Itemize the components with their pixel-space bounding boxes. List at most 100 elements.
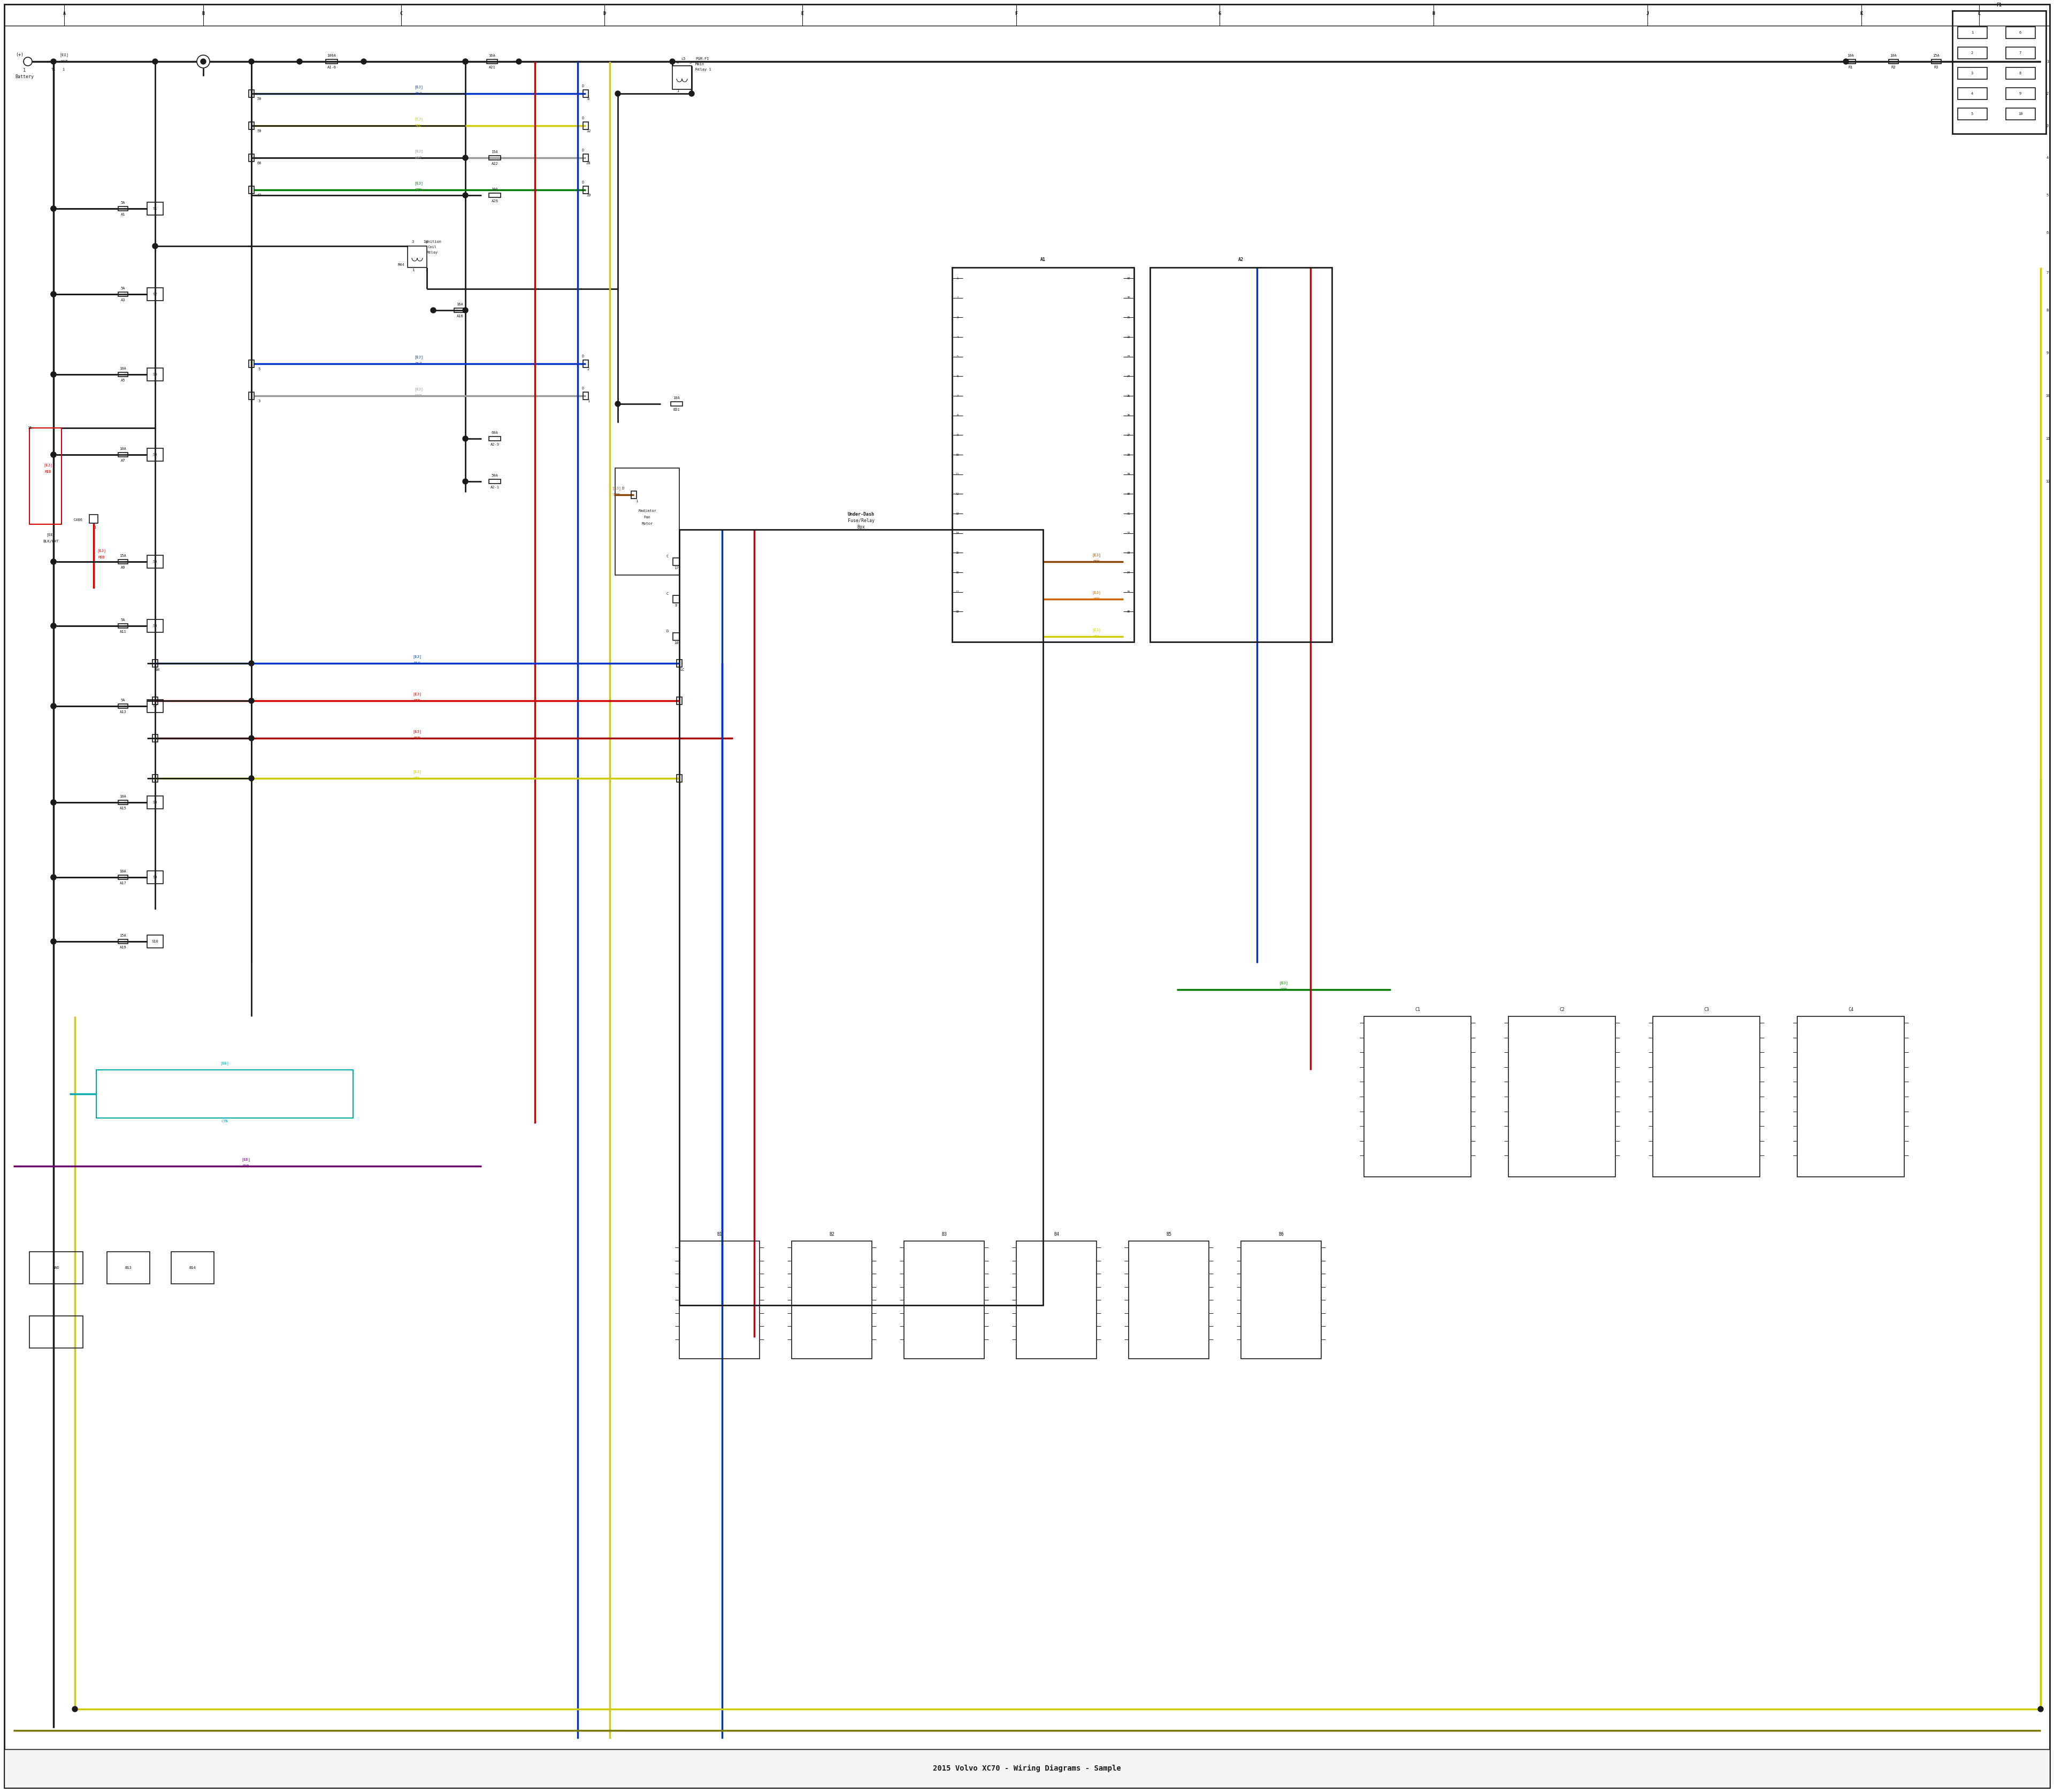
Text: Coil: Coil [427, 246, 438, 249]
Bar [676, 774, 682, 781]
Bar [148, 699, 162, 713]
Text: A2-3: A2-3 [491, 443, 499, 446]
Text: D: D [622, 487, 624, 489]
Text: A7: A7 [121, 459, 125, 462]
Text: 10: 10 [955, 453, 959, 455]
Bar [249, 360, 255, 367]
Bar [148, 935, 162, 948]
Text: C3: C3 [1703, 1007, 1709, 1012]
Text: (+): (+) [16, 52, 25, 57]
Text: YEL: YEL [1093, 634, 1101, 638]
Text: S9: S9 [152, 876, 158, 878]
Text: B31: B31 [674, 409, 680, 412]
Text: 13: 13 [955, 513, 959, 514]
Bar [1241, 1242, 1321, 1358]
Text: M44: M44 [398, 263, 405, 267]
Bar [953, 267, 1134, 642]
Text: GRN: GRN [1280, 987, 1288, 991]
Bar [2007, 47, 2036, 59]
Text: BLU: BLU [415, 362, 421, 366]
Bar [148, 796, 162, 808]
Circle shape [201, 59, 205, 65]
Text: L: L [1978, 11, 1980, 16]
Circle shape [249, 59, 255, 65]
Text: WHT: WHT [415, 156, 421, 159]
Text: A29: A29 [491, 199, 499, 202]
Text: PUR: PUR [242, 1165, 249, 1168]
Text: 3: 3 [690, 61, 692, 65]
Text: [EE]: [EE] [47, 534, 55, 538]
Circle shape [201, 59, 205, 65]
Circle shape [431, 308, 435, 314]
Text: C4: C4 [1849, 1007, 1853, 1012]
Bar [148, 556, 162, 568]
Text: WHT: WHT [62, 59, 68, 63]
Text: 7: 7 [2019, 52, 2021, 54]
Text: K: K [1861, 11, 1863, 16]
Text: 15A: 15A [1933, 54, 1939, 57]
Text: 19: 19 [585, 194, 592, 197]
Bar [119, 373, 127, 376]
Text: PGM-FI: PGM-FI [696, 57, 709, 61]
Text: 7: 7 [2046, 271, 2048, 274]
Text: [EJ]: [EJ] [43, 464, 53, 468]
Circle shape [51, 799, 55, 805]
Text: [EJ]: [EJ] [612, 487, 620, 491]
Bar [249, 392, 255, 400]
Text: 10A: 10A [1890, 54, 1898, 57]
Text: A1-6: A1-6 [327, 66, 337, 70]
Bar [152, 774, 158, 781]
Circle shape [51, 624, 55, 629]
Text: 10: 10 [2046, 394, 2050, 398]
Text: A21: A21 [489, 66, 495, 70]
Text: A15: A15 [119, 806, 127, 810]
Text: Box: Box [857, 525, 865, 530]
Text: 2: 2 [1972, 52, 1974, 54]
Text: 50A: 50A [491, 473, 499, 477]
Text: [EJ]: [EJ] [1093, 554, 1101, 557]
Circle shape [51, 206, 55, 211]
Text: A3: A3 [121, 299, 125, 301]
Text: 5: 5 [1972, 113, 1974, 115]
Text: 4: 4 [1972, 91, 1974, 95]
Bar [1957, 108, 1986, 120]
Text: 8: 8 [2046, 308, 2048, 312]
Bar [674, 557, 680, 566]
Bar [614, 468, 680, 575]
Text: C406: C406 [74, 518, 82, 521]
Text: 10: 10 [674, 642, 678, 645]
Text: L5: L5 [682, 57, 686, 61]
Bar [489, 478, 501, 484]
Text: 10A: 10A [1847, 54, 1855, 57]
Bar [1017, 1242, 1097, 1358]
Text: 1: 1 [62, 68, 64, 72]
Text: 14: 14 [955, 532, 959, 534]
Circle shape [462, 59, 468, 65]
Text: D: D [581, 84, 583, 88]
Text: 10A: 10A [119, 796, 127, 797]
Text: [EJ]: [EJ] [415, 86, 423, 90]
Text: Relay 1: Relay 1 [696, 68, 711, 72]
Text: 1: 1 [23, 68, 27, 72]
Circle shape [688, 91, 694, 97]
Text: R2: R2 [1892, 66, 1896, 70]
Text: C2: C2 [1559, 1007, 1565, 1012]
Text: 20: 20 [1128, 296, 1130, 299]
Text: 3: 3 [2046, 124, 2048, 127]
Text: B14: B14 [189, 1267, 195, 1269]
Bar [97, 1070, 353, 1118]
Bar [148, 448, 162, 461]
Text: A: A [64, 11, 66, 16]
Text: 2: 2 [425, 269, 427, 272]
Circle shape [614, 91, 620, 97]
Text: S5: S5 [152, 561, 158, 563]
Text: 33: 33 [1128, 552, 1130, 554]
Text: Fan: Fan [643, 516, 651, 520]
Text: 19: 19 [1128, 276, 1130, 280]
Bar [119, 704, 127, 708]
Text: [EI]: [EI] [60, 54, 68, 57]
Text: [EJ]: [EJ] [413, 771, 421, 774]
Bar [407, 246, 427, 267]
Text: WHT: WHT [415, 394, 421, 398]
Text: 60A: 60A [491, 432, 499, 434]
